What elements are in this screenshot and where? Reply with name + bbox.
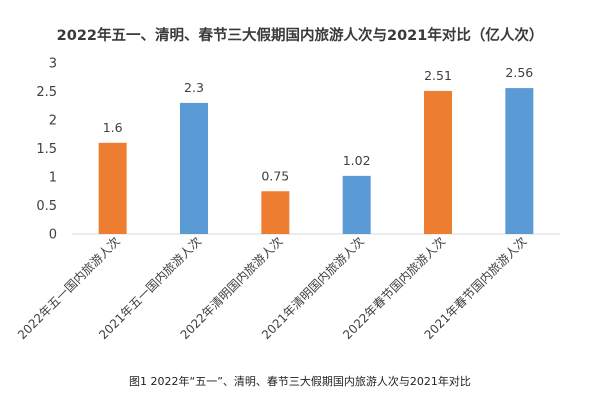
bar (98, 142, 127, 234)
y-tick-label: 2.5 (36, 85, 57, 100)
chart-title: 2022年五一、清明、春节三大假期国内旅游人次与2021年对比（亿人次） (56, 28, 544, 44)
data-label: 2.56 (505, 65, 533, 80)
bar (424, 90, 452, 235)
figure-caption: 图1 2022年“五一”、清明、春节三大假期国内旅游人次与2021年对比 (129, 375, 471, 388)
bar (505, 88, 534, 234)
data-label: 2.3 (184, 80, 204, 95)
bar (261, 191, 290, 234)
bar (180, 102, 208, 235)
data-label: 2.51 (424, 68, 452, 83)
y-tick-label: 1.5 (36, 142, 57, 157)
y-tick-label: 0 (49, 228, 57, 243)
y-tick-label: 0.5 (36, 199, 57, 214)
y-tick-label: 2 (49, 114, 57, 129)
bar (342, 175, 371, 234)
y-tick-label: 3 (49, 57, 57, 72)
data-label: 1.02 (343, 153, 371, 168)
data-label: 0.75 (261, 168, 289, 183)
data-label: 1.6 (103, 120, 123, 135)
y-tick-label: 1 (49, 171, 57, 186)
